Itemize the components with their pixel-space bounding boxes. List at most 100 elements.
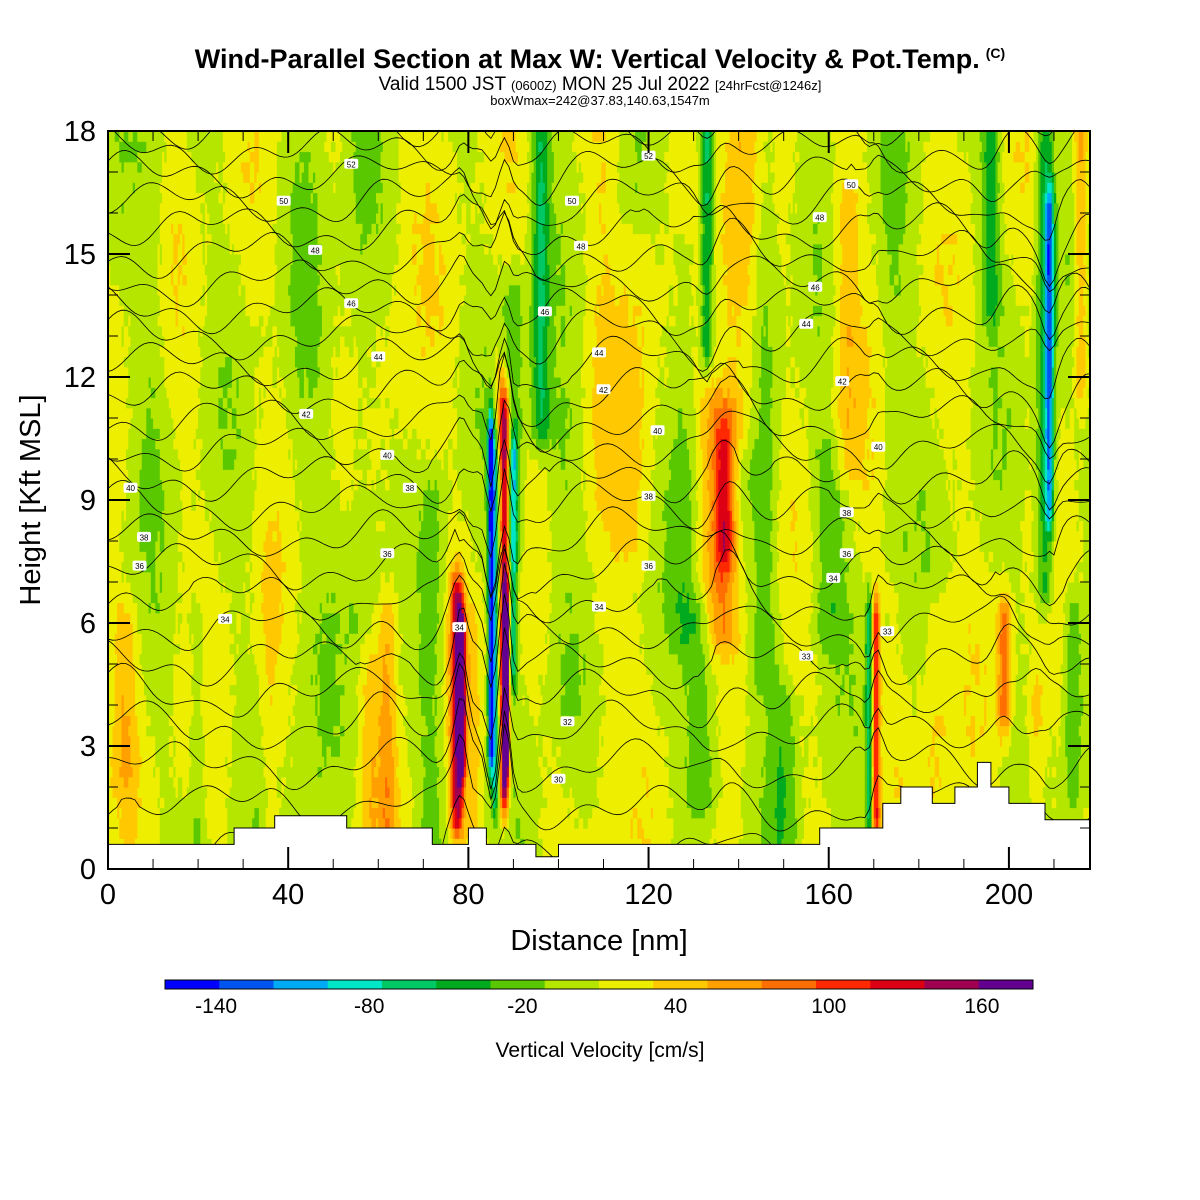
velocity-cell <box>135 366 138 378</box>
velocity-cell <box>191 602 195 614</box>
velocity-cell <box>150 715 154 727</box>
velocity-cell <box>141 664 145 675</box>
velocity-cell <box>186 664 190 675</box>
velocity-cell <box>137 336 141 347</box>
velocity-cell <box>184 489 188 501</box>
velocity-cell <box>164 325 168 337</box>
velocity-cell <box>146 479 150 491</box>
velocity-cell <box>186 315 190 327</box>
velocity-cell <box>175 828 179 839</box>
velocity-cell <box>180 459 183 470</box>
velocity-cell <box>126 151 129 163</box>
velocity-cell <box>182 653 186 665</box>
velocity-cell <box>117 571 120 583</box>
velocity-cell <box>189 284 192 296</box>
velocity-cell <box>189 264 192 276</box>
velocity-cell <box>112 725 116 737</box>
velocity-cell <box>198 797 201 809</box>
velocity-cell <box>123 725 127 737</box>
velocity-cell <box>171 243 174 255</box>
velocity-cell <box>171 418 174 429</box>
velocity-cell <box>159 828 163 839</box>
velocity-cell <box>166 561 170 573</box>
velocity-cell <box>164 766 168 778</box>
velocity-cell <box>166 192 170 204</box>
velocity-cell <box>121 448 125 460</box>
velocity-cell <box>173 151 177 163</box>
velocity-cell <box>159 407 163 419</box>
velocity-cell <box>123 438 127 450</box>
velocity-cell <box>150 735 154 747</box>
velocity-cell <box>117 223 120 235</box>
velocity-cell <box>171 664 174 675</box>
velocity-cell <box>117 776 120 788</box>
velocity-cell <box>166 694 170 706</box>
velocity-cell <box>173 459 177 470</box>
velocity-cell <box>195 633 199 645</box>
velocity-cell <box>137 807 141 819</box>
velocity-cell <box>126 243 129 255</box>
velocity-cell <box>153 530 156 542</box>
velocity-cell <box>135 141 138 153</box>
velocity-cell <box>182 459 186 470</box>
velocity-cell <box>128 653 132 665</box>
velocity-cell <box>117 705 120 716</box>
velocity-cell <box>150 243 154 255</box>
velocity-cell <box>126 202 129 214</box>
velocity-cell <box>159 705 163 716</box>
velocity-cell <box>157 623 161 634</box>
velocity-cell <box>168 377 172 388</box>
velocity-cell <box>189 315 192 327</box>
velocity-cell <box>155 397 159 409</box>
velocity-cell <box>198 510 201 522</box>
velocity-cell <box>173 787 177 798</box>
velocity-cell <box>114 828 118 839</box>
velocity-cell <box>119 674 123 686</box>
velocity-cell <box>157 787 161 798</box>
velocity-cell <box>144 428 147 440</box>
velocity-cell <box>148 192 152 204</box>
velocity-cell <box>121 223 125 235</box>
velocity-cell <box>150 592 154 604</box>
velocity-cell <box>191 387 195 399</box>
velocity-cell <box>144 223 147 235</box>
velocity-cell <box>117 674 120 686</box>
velocity-cell <box>157 571 161 583</box>
velocity-cell <box>128 397 132 409</box>
velocity-cell <box>153 725 156 737</box>
velocity-cell <box>112 438 116 450</box>
velocity-cell <box>144 776 147 788</box>
velocity-cell <box>119 520 123 532</box>
velocity-cell <box>166 500 170 511</box>
velocity-cell <box>173 828 177 839</box>
velocity-cell <box>193 151 197 163</box>
velocity-cell <box>123 202 127 214</box>
velocity-cell <box>119 202 123 214</box>
velocity-cell <box>117 807 120 819</box>
velocity-cell <box>182 807 186 819</box>
velocity-cell <box>150 489 154 501</box>
velocity-cell <box>157 664 161 675</box>
velocity-cell <box>132 694 136 706</box>
velocity-cell <box>110 131 114 142</box>
velocity-cell <box>146 141 150 153</box>
velocity-cell <box>141 223 145 235</box>
velocity-cell <box>166 674 170 686</box>
velocity-cell <box>108 274 111 286</box>
velocity-cell <box>135 828 138 839</box>
velocity-cell <box>121 787 125 798</box>
velocity-cell <box>159 377 163 388</box>
velocity-cell <box>157 407 161 419</box>
velocity-cell <box>141 602 145 614</box>
velocity-cell <box>132 684 136 696</box>
velocity-cell <box>148 766 152 778</box>
velocity-cell <box>171 592 174 604</box>
velocity-cell <box>175 479 179 491</box>
velocity-cell <box>166 161 170 173</box>
velocity-cell <box>123 510 127 522</box>
velocity-cell <box>139 243 143 255</box>
velocity-cell <box>164 694 168 706</box>
velocity-cell <box>112 489 116 501</box>
velocity-cell <box>112 223 116 235</box>
velocity-cell <box>117 377 120 388</box>
